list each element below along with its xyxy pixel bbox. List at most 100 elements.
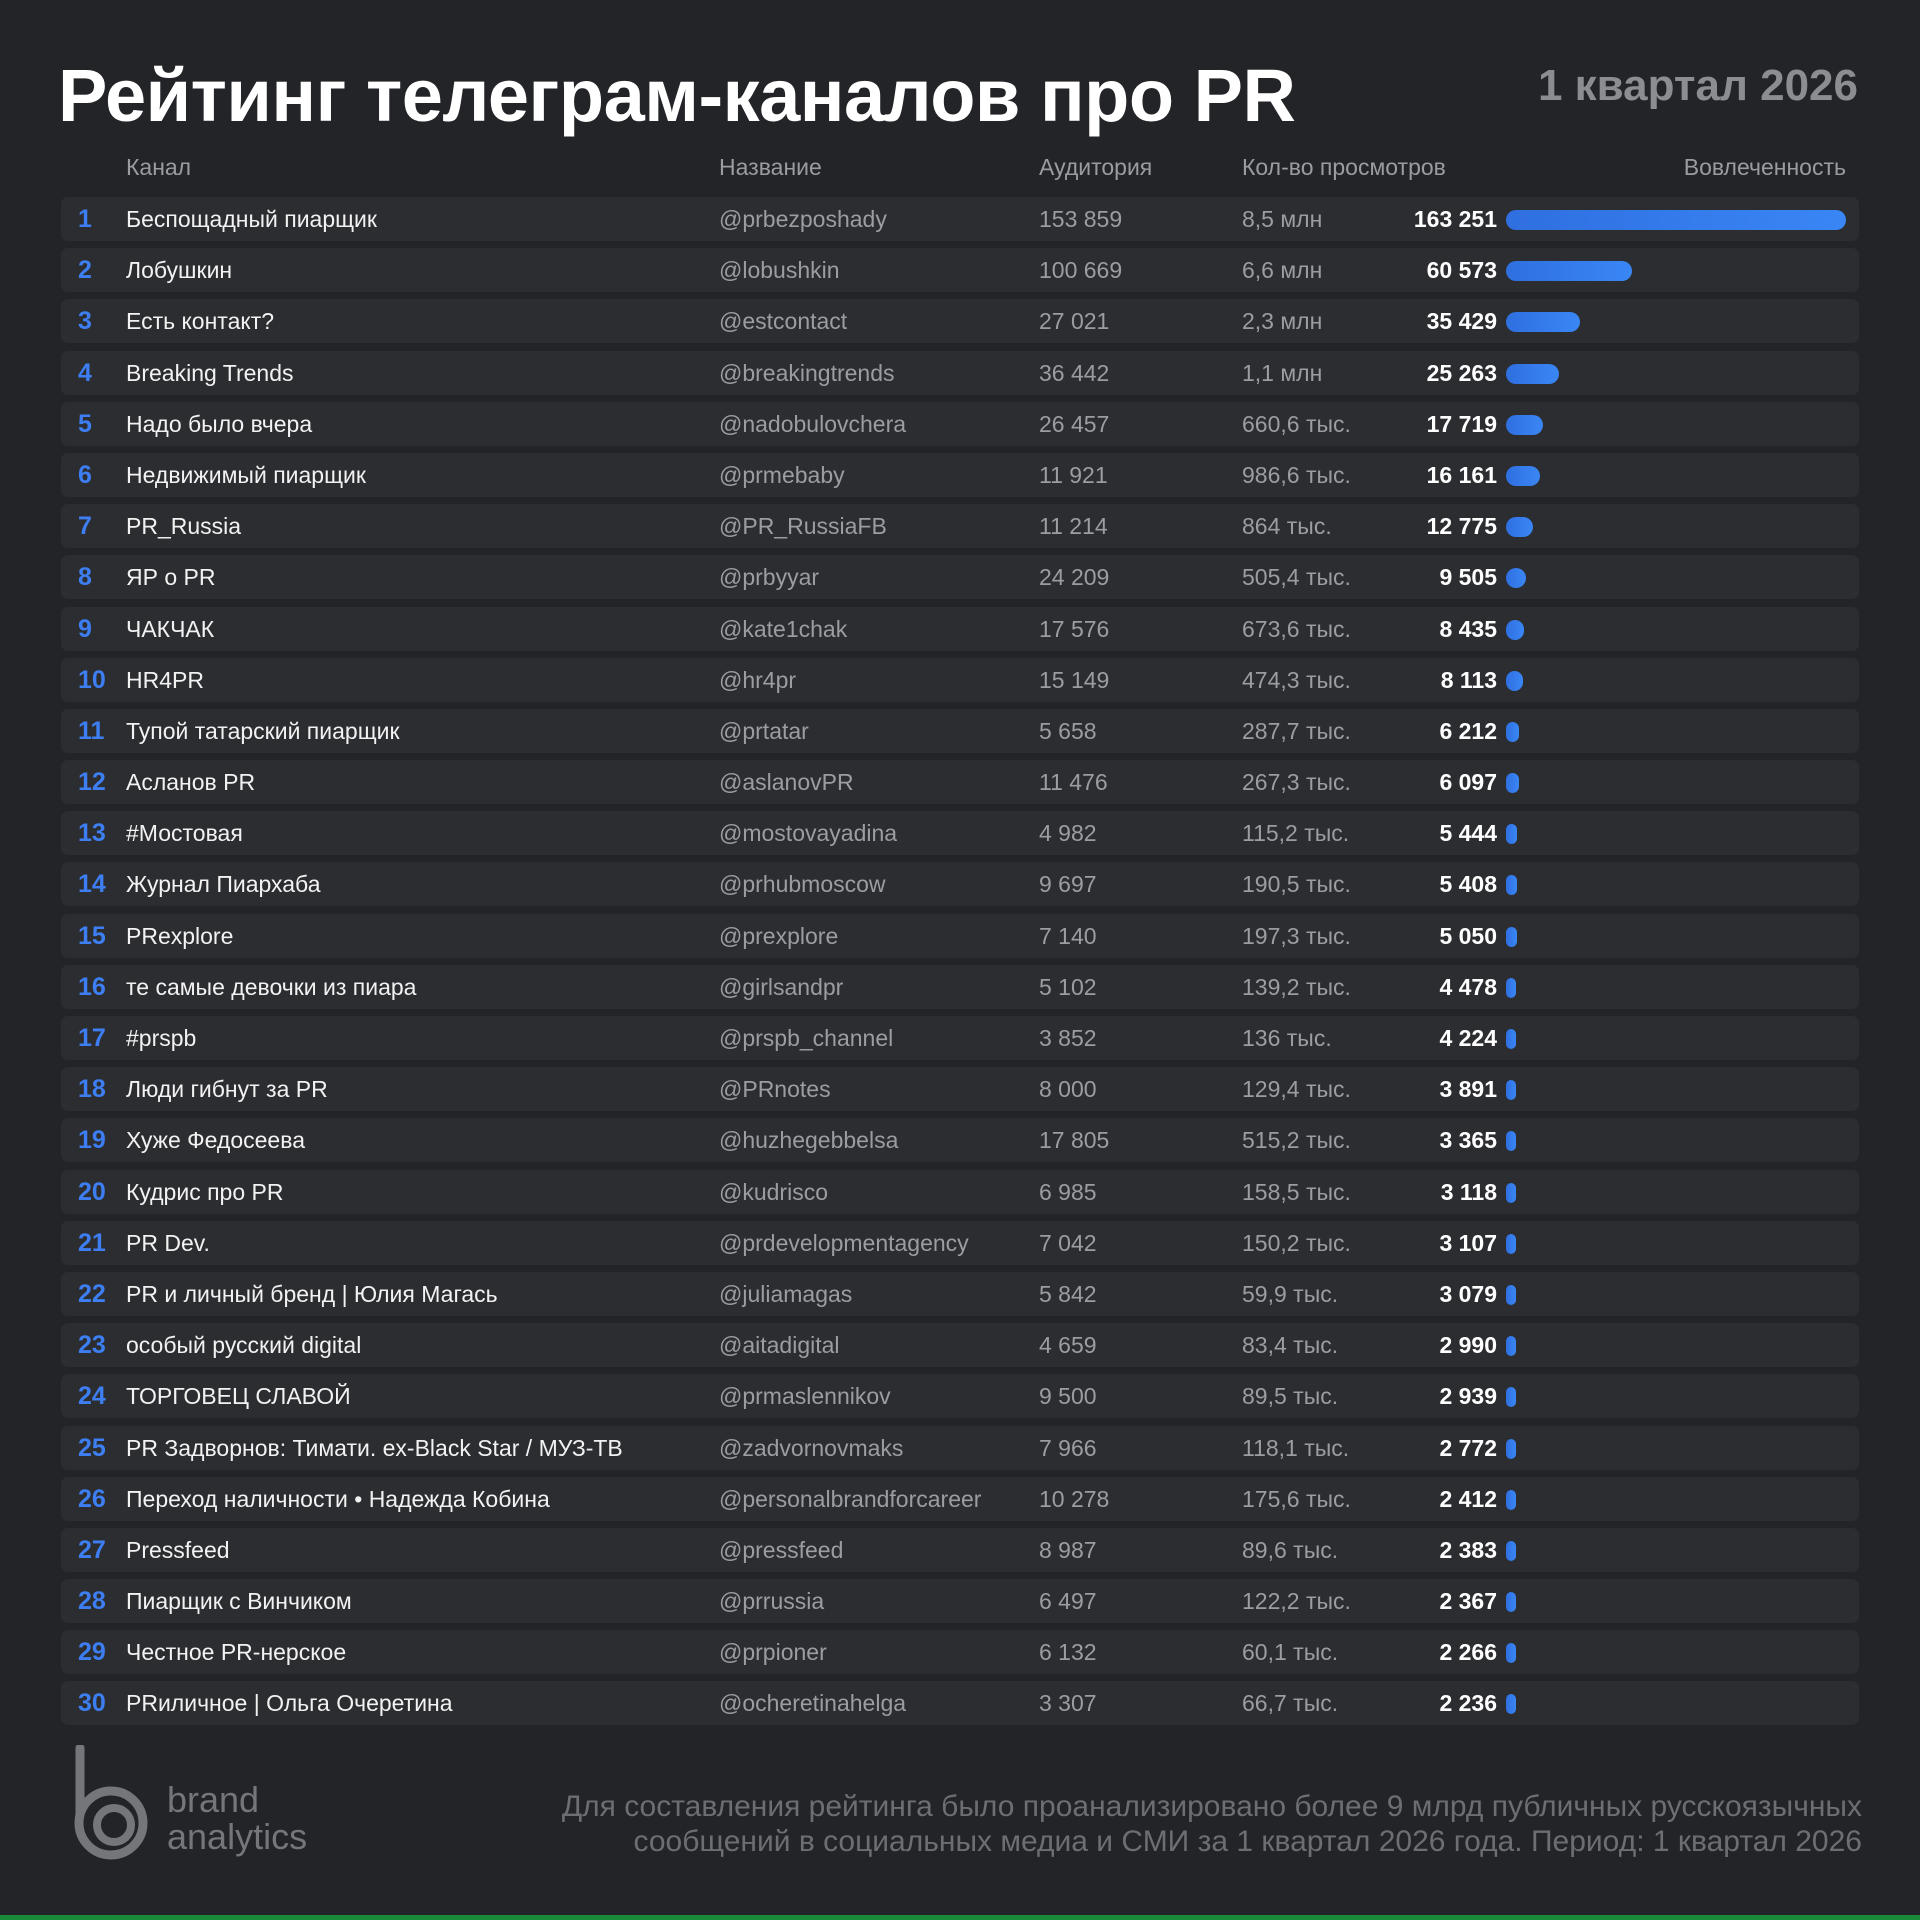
- channel-name: #prspb: [126, 1025, 197, 1051]
- table-row: 13 #Мостовая @mostovayadina 4 982 115,2 тыс.…: [61, 811, 1859, 856]
- rank-number: 20: [78, 1177, 106, 1206]
- audience-value: 9 697: [1039, 871, 1097, 898]
- channel-handle: @prexplore: [719, 922, 839, 949]
- audience-value: 4 659: [1039, 1332, 1097, 1359]
- audience-value: 27 021: [1039, 308, 1110, 335]
- rank-number: 28: [78, 1587, 106, 1616]
- channel-handle: @estcontact: [719, 308, 848, 335]
- channel-handle: @prrussia: [719, 1588, 825, 1615]
- engagement-value: 2 772: [1439, 1434, 1497, 1461]
- channel-name: PR Dev.: [126, 1229, 210, 1256]
- engagement-value: 4 224: [1439, 1025, 1497, 1051]
- channel-handle: @breakingtrends: [719, 359, 895, 386]
- engagement-bar: [1506, 670, 1523, 691]
- channel-handle: @pressfeed: [719, 1536, 844, 1563]
- views-value: 139,2 тыс.: [1242, 973, 1351, 1000]
- engagement-bar: [1506, 1080, 1516, 1101]
- brand-analytics-logo-icon: [74, 1745, 148, 1860]
- rank-number: 24: [78, 1382, 106, 1411]
- page-title: Рейтинг телеграм-каналов про PR: [58, 54, 1296, 137]
- table-row: 15 PRexplore @prexplore 7 140 197,3 тыс. 5 05…: [61, 913, 1859, 958]
- views-value: 287,7 тыс.: [1242, 717, 1351, 744]
- views-value: 175,6 тыс.: [1242, 1485, 1351, 1512]
- rank-number: 26: [78, 1484, 106, 1513]
- table-row: 23 особый русский digital @aitadigital 4 65…: [61, 1323, 1859, 1368]
- table-row: 24 ТОРГОВЕЦ СЛАВОЙ @prmaslennikov 9 500 89,5…: [61, 1374, 1859, 1419]
- channel-handle: @prdevelopmentagency: [719, 1229, 969, 1256]
- audience-value: 3 852: [1039, 1025, 1097, 1051]
- engagement-bar: [1506, 1643, 1516, 1664]
- engagement-bar: [1506, 977, 1516, 998]
- views-value: 66,7 тыс.: [1242, 1690, 1339, 1717]
- brand-logo-line2: analytics: [167, 1816, 308, 1857]
- audience-value: 7 140: [1039, 922, 1097, 949]
- engagement-bar: [1506, 1336, 1516, 1357]
- audience-value: 10 278: [1039, 1485, 1110, 1512]
- channel-handle: @aslanovPR: [719, 769, 854, 796]
- engagement-value: 6 212: [1439, 717, 1497, 744]
- channel-handle: @hr4pr: [719, 666, 797, 693]
- audience-value: 26 457: [1039, 410, 1110, 437]
- engagement-value: 8 113: [1440, 666, 1497, 693]
- channel-name: те самые девочки из пиара: [126, 973, 417, 1000]
- audience-value: 11 214: [1039, 513, 1108, 540]
- column-header-channel: Канал: [126, 154, 192, 180]
- audience-value: 100 669: [1039, 257, 1123, 284]
- rank-number: 5: [78, 409, 92, 438]
- engagement-value: 35 429: [1426, 308, 1497, 335]
- channel-name: ЧАКЧАК: [126, 615, 215, 642]
- table-row: 21 PR Dev. @prdevelopmentagency 7 042 150,2 …: [61, 1220, 1859, 1265]
- audience-value: 3 307: [1039, 1690, 1097, 1717]
- footer-note: Для составления рейтинга было проанализи…: [482, 1789, 1862, 1859]
- channel-handle: @juliamagas: [719, 1280, 853, 1307]
- table-row: 11 Тупой татарский пиарщик @prtatar 5 658 28…: [61, 708, 1859, 753]
- channel-handle: @PR_RussiaFB: [719, 513, 887, 540]
- channel-handle: @girlsandpr: [719, 973, 844, 1000]
- audience-value: 11 921: [1039, 461, 1108, 488]
- engagement-bar: [1506, 1284, 1516, 1305]
- rank-number: 23: [78, 1331, 106, 1360]
- brand-logo-line1: brand: [167, 1779, 260, 1820]
- channel-name: PRexplore: [126, 922, 234, 949]
- rank-number: 30: [78, 1689, 106, 1718]
- channel-name: Люди гибнут за PR: [126, 1076, 328, 1103]
- engagement-value: 2 266: [1439, 1639, 1497, 1666]
- views-value: 197,3 тыс.: [1242, 922, 1351, 949]
- channel-handle: @zadvornovmaks: [719, 1434, 904, 1461]
- engagement-bar: [1506, 1540, 1516, 1561]
- rank-number: 29: [78, 1638, 106, 1667]
- views-value: 83,4 тыс.: [1242, 1332, 1339, 1359]
- rank-number: 9: [78, 614, 92, 643]
- views-value: 158,5 тыс.: [1242, 1178, 1351, 1205]
- table-row: 17 #prspb @prspb_channel 3 852 136 тыс. 4 224: [61, 1016, 1859, 1060]
- rank-number: 7: [78, 512, 92, 541]
- engagement-value: 3 079: [1439, 1280, 1497, 1307]
- channel-handle: @huzhegebbelsa: [719, 1127, 899, 1154]
- views-value: 115,2 тыс.: [1242, 820, 1350, 847]
- channel-handle: @prtatar: [719, 717, 809, 744]
- audience-value: 36 442: [1039, 359, 1110, 386]
- table-row: 2 Лобушкин @lobushkin 100 669 6,6 млн 60 573: [61, 248, 1859, 293]
- column-header-engagement: Вовлеченность: [1683, 154, 1846, 180]
- engagement-value: 5 408: [1439, 871, 1497, 898]
- channel-handle: @prhubmoscow: [719, 871, 886, 898]
- channel-name: Переход наличности • Надежда Кобина: [126, 1485, 550, 1512]
- engagement-value: 2 412: [1439, 1485, 1497, 1512]
- channel-handle: @prpioner: [719, 1639, 827, 1666]
- footer-line-2: сообщений в социальных медиа и СМИ за 1 …: [633, 1825, 1862, 1858]
- engagement-bar: [1506, 210, 1846, 230]
- channel-name: Кудрис про PR: [126, 1178, 284, 1205]
- engagement-value: 60 573: [1426, 257, 1497, 284]
- channel-handle: @prmaslennikov: [719, 1383, 891, 1410]
- channel-name: Есть контакт?: [126, 308, 275, 335]
- table-row: 3 Есть контакт? @estcontact 27 021 2,3 млн 35…: [61, 299, 1859, 344]
- views-value: 267,3 тыс.: [1242, 769, 1351, 796]
- footer-line-1: Для составления рейтинга было проанализи…: [561, 1790, 1862, 1823]
- table-row: 14 Журнал Пиархаба @prhubmoscow 9 697 190,5 …: [61, 862, 1859, 907]
- rank-number: 11: [78, 716, 105, 745]
- audience-value: 8 987: [1039, 1536, 1097, 1563]
- rank-number: 4: [78, 358, 92, 387]
- views-value: 673,6 тыс.: [1242, 615, 1351, 642]
- views-value: 60,1 тыс.: [1242, 1639, 1339, 1666]
- engagement-value: 3 891: [1439, 1076, 1497, 1103]
